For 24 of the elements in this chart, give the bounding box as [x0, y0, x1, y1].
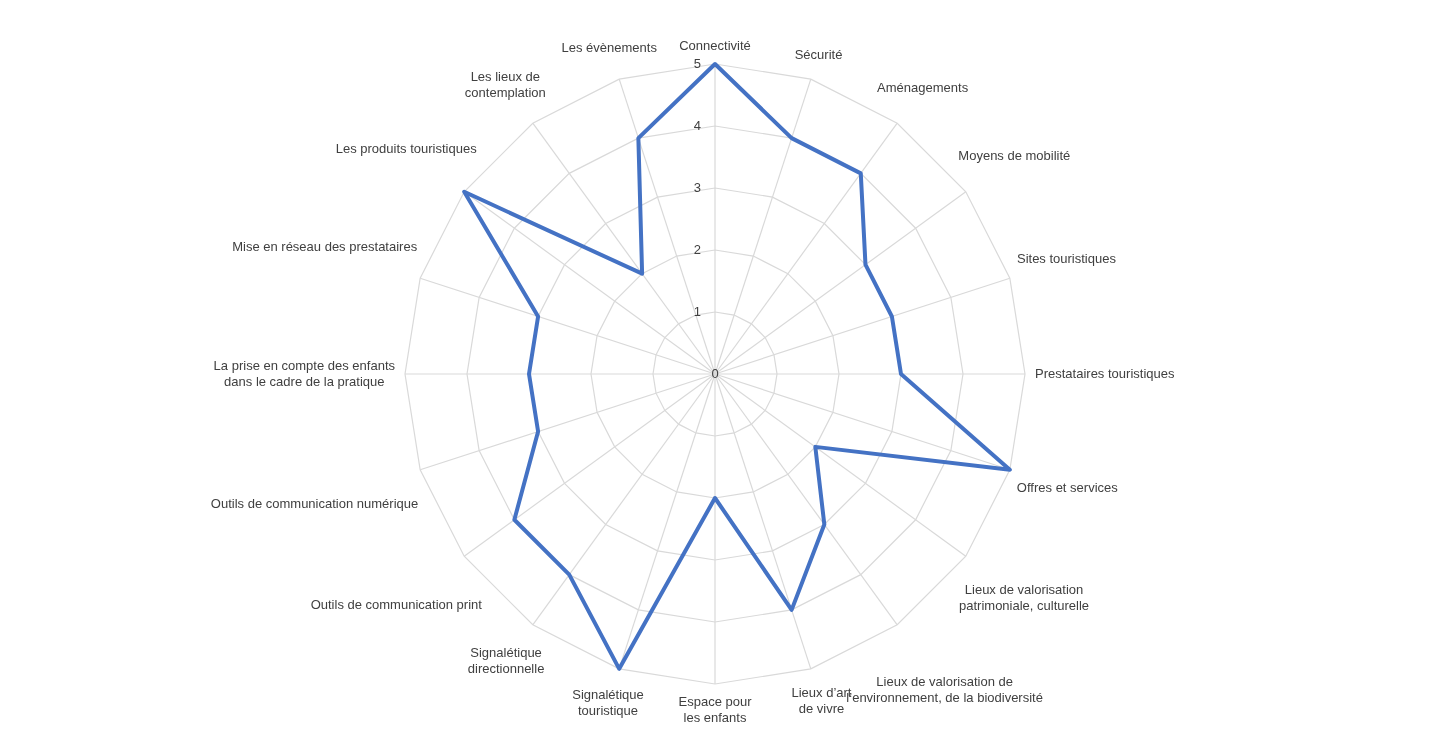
spoke-label: Les évènements	[561, 39, 658, 55]
spoke-label: Lieux de valorisation patrimoniale, culturelle	[959, 582, 1090, 614]
y-tick-label: 5	[693, 55, 701, 71]
spoke-label: Mise en réseau des prestataires	[232, 238, 418, 254]
spoke-label: Les produits touristiques	[335, 141, 478, 157]
spoke-label: Moyens de mobilité	[958, 148, 1071, 164]
spoke-label: Sites touristiques	[1016, 251, 1117, 267]
spoke-label: Signalétique directionnelle	[467, 645, 545, 677]
y-tick-label: 2	[693, 241, 701, 257]
spoke-label: Offres et services	[1016, 480, 1119, 496]
spoke-label: Signalétique touristique	[572, 686, 644, 718]
spoke-label: Les lieux de contemplation	[464, 68, 546, 100]
spoke-label: La prise en compte des enfants dans le cadre de la pratique	[213, 357, 396, 389]
spoke-label: Outils de communication print	[310, 597, 483, 613]
spoke-label: Outils de communication numérique	[210, 495, 419, 511]
spoke-label: Connectivité	[679, 37, 751, 53]
spoke-label: Aménagements	[877, 79, 969, 95]
y-tick-label: 0	[711, 365, 719, 381]
spoke-label: Prestataires touristiques	[1035, 365, 1175, 381]
spoke-label: Espace pour les enfants	[678, 693, 753, 725]
y-tick-label: 1	[693, 303, 701, 319]
y-tick-label: 3	[693, 179, 701, 195]
spoke-label: Sécurité	[794, 47, 843, 62]
y-tick-label: 4	[693, 117, 701, 133]
